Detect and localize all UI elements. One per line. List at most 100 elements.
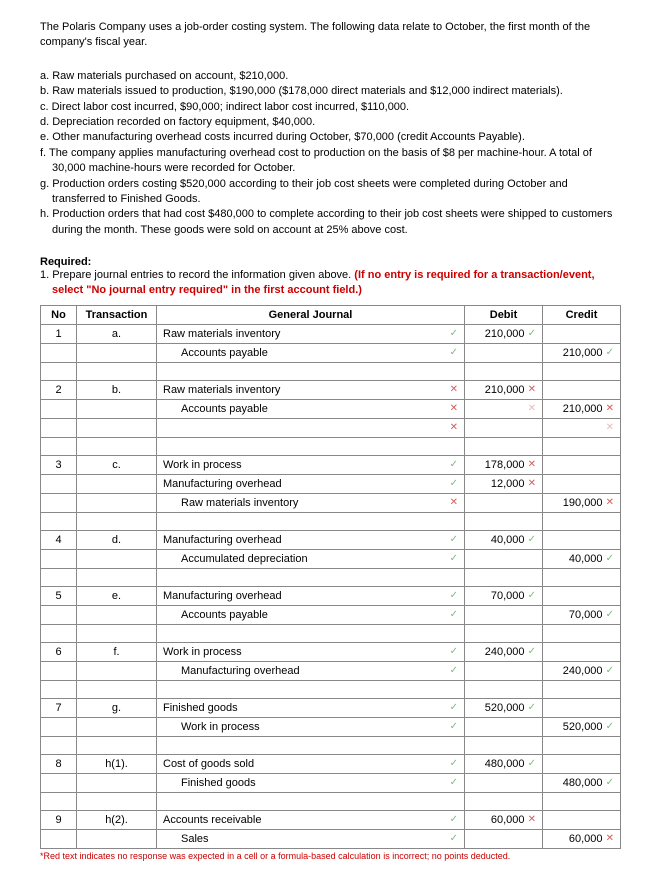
debit-cell[interactable]: 40,000 ✓ [465,530,543,549]
account-cell[interactable]: Work in process ✓ [157,642,465,661]
table-row: 6f.Work in process ✓240,000 ✓ [41,642,621,661]
credit-cell[interactable] [543,586,621,605]
debit-cell[interactable] [465,661,543,680]
check-icon: ✓ [450,347,458,358]
no-cell [41,605,77,624]
data-list: a. Raw materials purchased on account, $… [40,69,621,238]
table-row: 3c.Work in process ✓178,000 ✕ [41,455,621,474]
header-transaction: Transaction [77,305,157,324]
account-cell[interactable]: Accounts payable ✓ [157,343,465,362]
no-cell [41,829,77,848]
required-instruction: 1. Prepare journal entries to record the… [40,268,621,299]
account-cell[interactable]: Finished goods ✓ [157,773,465,792]
account-cell[interactable]: Accumulated depreciation ✓ [157,549,465,568]
credit-cell[interactable] [543,380,621,399]
item-c: c. Direct labor cost incurred, $90,000; … [40,100,621,115]
account-cell[interactable]: Raw materials inventory ✓ [157,324,465,343]
tx-cell [77,474,157,493]
credit-cell[interactable] [543,698,621,717]
account-cell[interactable]: Work in process ✓ [157,717,465,736]
debit-cell[interactable]: 520,000 ✓ [465,698,543,717]
table-row: 7g.Finished goods ✓520,000 ✓ [41,698,621,717]
debit-cell[interactable]: 12,000 ✕ [465,474,543,493]
debit-cell[interactable]: 210,000 ✓ [465,324,543,343]
check-icon: ✓ [450,777,458,788]
journal-table: No Transaction General Journal Debit Cre… [40,305,621,849]
tx-cell: h(2). [77,810,157,829]
debit-cell[interactable]: ✕ [465,399,543,418]
account-cell[interactable]: Accounts payable ✓ [157,605,465,624]
account-cell[interactable]: Accounts payable ✕ [157,399,465,418]
debit-cell[interactable] [465,773,543,792]
debit-cell[interactable]: 60,000 ✕ [465,810,543,829]
check-icon: ✓ [450,702,458,713]
check-icon: ✓ [528,534,536,545]
header-debit: Debit [465,305,543,324]
debit-cell[interactable] [465,829,543,848]
footnote: *Red text indicates no response was expe… [40,851,621,861]
debit-cell[interactable] [465,343,543,362]
credit-cell[interactable]: 190,000 ✕ [543,493,621,512]
credit-cell[interactable]: 70,000 ✓ [543,605,621,624]
x-icon: ✕ [528,478,536,489]
account-cell[interactable]: Finished goods ✓ [157,698,465,717]
tx-cell [77,493,157,512]
account-cell[interactable]: Raw materials inventory ✕ [157,493,465,512]
debit-cell[interactable] [465,717,543,736]
check-icon: ✓ [450,609,458,620]
no-cell [41,549,77,568]
debit-cell[interactable] [465,493,543,512]
account-cell[interactable]: Accounts receivable ✓ [157,810,465,829]
table-row: Accumulated depreciation ✓ 40,000 ✓ [41,549,621,568]
credit-cell[interactable]: 210,000 ✓ [543,343,621,362]
debit-cell[interactable] [465,549,543,568]
table-row: Manufacturing overhead ✓ 240,000 ✓ [41,661,621,680]
credit-cell[interactable] [543,530,621,549]
credit-cell[interactable]: 210,000 ✕ [543,399,621,418]
account-cell[interactable]: Cost of goods sold ✓ [157,754,465,773]
account-cell[interactable]: ✕ [157,418,465,437]
account-cell[interactable]: Raw materials inventory ✕ [157,380,465,399]
debit-cell[interactable]: 70,000 ✓ [465,586,543,605]
credit-cell[interactable]: 40,000 ✓ [543,549,621,568]
debit-cell[interactable]: 178,000 ✕ [465,455,543,474]
x-icon: ✕ [528,403,536,414]
credit-cell[interactable]: 520,000 ✓ [543,717,621,736]
account-cell[interactable]: Manufacturing overhead ✓ [157,661,465,680]
table-row: 9h(2).Accounts receivable ✓60,000 ✕ [41,810,621,829]
no-cell: 7 [41,698,77,717]
table-row: Manufacturing overhead ✓12,000 ✕ [41,474,621,493]
table-row: 2b.Raw materials inventory ✕210,000 ✕ [41,380,621,399]
no-cell [41,661,77,680]
credit-cell[interactable] [543,642,621,661]
no-cell [41,399,77,418]
credit-cell[interactable] [543,810,621,829]
no-cell [41,418,77,437]
account-cell[interactable]: Work in process ✓ [157,455,465,474]
table-row: Accounts payable ✓ 210,000 ✓ [41,343,621,362]
credit-cell[interactable] [543,754,621,773]
x-icon: ✕ [528,814,536,825]
debit-cell[interactable] [465,418,543,437]
header-row: No Transaction General Journal Debit Cre… [41,305,621,324]
no-cell: 8 [41,754,77,773]
tx-cell [77,661,157,680]
account-cell[interactable]: Manufacturing overhead ✓ [157,474,465,493]
no-cell: 1 [41,324,77,343]
debit-cell[interactable]: 480,000 ✓ [465,754,543,773]
account-cell[interactable]: Manufacturing overhead ✓ [157,530,465,549]
credit-cell[interactable] [543,474,621,493]
credit-cell[interactable] [543,455,621,474]
debit-cell[interactable]: 210,000 ✕ [465,380,543,399]
credit-cell[interactable]: ✕ [543,418,621,437]
credit-cell[interactable]: 480,000 ✓ [543,773,621,792]
credit-cell[interactable]: 240,000 ✓ [543,661,621,680]
account-cell[interactable]: Sales ✓ [157,829,465,848]
account-cell[interactable]: Manufacturing overhead ✓ [157,586,465,605]
credit-cell[interactable]: 60,000 ✕ [543,829,621,848]
debit-cell[interactable]: 240,000 ✓ [465,642,543,661]
x-icon: ✕ [606,833,614,844]
debit-cell[interactable] [465,605,543,624]
table-row: ✕✕ [41,418,621,437]
credit-cell[interactable] [543,324,621,343]
